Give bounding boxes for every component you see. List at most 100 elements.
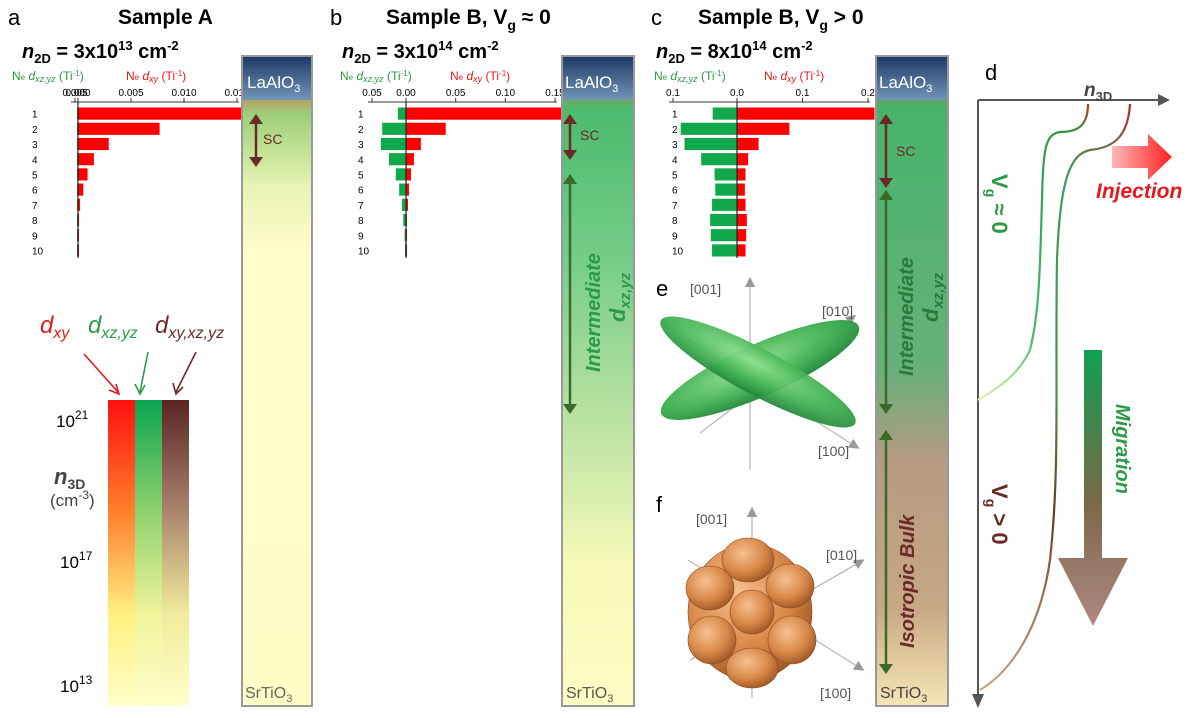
panel-letter-b: b	[330, 5, 342, 30]
tick-label-a: 0.010	[171, 88, 196, 99]
bar-dxy-b-4	[406, 153, 414, 166]
layer-label-b-5: 5	[358, 170, 364, 181]
colorbar-n3d: n3D	[54, 464, 85, 492]
tick-label-b: 0.10	[496, 88, 516, 99]
bar-dxy-b-5	[406, 168, 411, 181]
sto-label-c: SrTiO3	[880, 685, 927, 705]
legend-dall: dxy,xz,yz	[155, 312, 224, 342]
bar-dxy-b-7	[406, 198, 408, 211]
laalo-label-c: LaAlO3	[879, 73, 932, 95]
layer-label-b-2: 2	[358, 125, 364, 136]
bar-dxy-a-6	[78, 183, 84, 196]
colorbar-unit: (cm-3)	[50, 488, 95, 510]
layer-label-a-7: 7	[32, 201, 38, 212]
bar-dxy-c-1	[737, 107, 875, 120]
title-c: Sample B, Vg > 0	[698, 6, 864, 33]
layer-label-b-1: 1	[358, 110, 364, 121]
bar-dxzyz-b-6	[399, 183, 406, 196]
layer-label-b-8: 8	[358, 216, 364, 227]
bar-dxzyz-b-2	[382, 122, 406, 135]
layer-label-b-7: 7	[358, 201, 364, 212]
bar-dxy-c-9	[737, 229, 747, 242]
bar-dxzyz-c-9	[710, 229, 737, 242]
laalo-label-b: LaAlO3	[565, 73, 618, 95]
layer-label-a-10: 10	[32, 246, 44, 257]
axis-001-f: [001]	[696, 511, 727, 527]
bar-dxzyz-b-8	[403, 213, 406, 227]
vgpos-label: Vg > 0	[983, 484, 1012, 545]
ne-label-left-c: Ne dxz,yz (Ti-1)	[654, 69, 726, 84]
bar-dxzyz-c-4	[701, 153, 737, 166]
bar-dxzyz-b-1	[397, 107, 406, 120]
ne-label-right-b: Ne dxy (Ti-1)	[450, 69, 510, 84]
sc-label-b: SC	[580, 127, 599, 143]
bar-dxy-c-7	[737, 198, 746, 211]
layer-label-c-2: 2	[672, 125, 678, 136]
colorbar-dxzyz	[135, 400, 162, 706]
ne-label-right-c: Ne dxy (Ti-1)	[764, 69, 824, 84]
bar-dxzyz-c-5	[714, 168, 737, 181]
bar-dxzyz-b-9	[404, 229, 406, 242]
legend-dxy: dxy	[40, 312, 70, 342]
bar-dxy-b-6	[406, 183, 409, 196]
tick-label-a: 0.000	[65, 88, 90, 99]
orbital-f: [001] [010] [100]	[685, 506, 865, 701]
layer-label-b-6: 6	[358, 186, 364, 197]
layer-label-a-4: 4	[32, 155, 38, 166]
profile-vg0	[977, 103, 1090, 401]
bar-dxzyz-b-3	[380, 137, 406, 151]
bar-dxy-b-2	[406, 122, 446, 135]
n2d-a: n2D = 3x1013 cm-2	[22, 38, 179, 66]
panel-letter-c: c	[651, 5, 662, 30]
tick-label-a: 0.015	[224, 88, 249, 99]
panel-letter-e: e	[656, 276, 668, 301]
layer-label-a-5: 5	[32, 170, 38, 181]
bar-dxy-b-1	[406, 107, 565, 120]
layer-label-c-8: 8	[672, 216, 678, 227]
profile-vgpos	[979, 103, 1132, 691]
bar-dxy-a-7	[78, 198, 81, 211]
layer-label-a-3: 3	[32, 140, 38, 151]
tick-label-b: 0.00	[396, 88, 416, 99]
bar-dxy-a-4	[78, 153, 94, 166]
n3d-axis-label: n3D	[1084, 80, 1112, 104]
colorbar-tick-21: 1021	[56, 408, 89, 431]
migration-label: Migration	[1111, 404, 1133, 494]
sc-label-a: SC	[263, 131, 282, 147]
bar-dxy-a-2	[78, 122, 160, 135]
tick-label-c: 0.0	[730, 88, 744, 99]
injection-label: Injection	[1096, 180, 1182, 203]
panel-letter-f: f	[656, 492, 663, 517]
bar-dxy-c-10	[737, 244, 746, 257]
layer-label-c-3: 3	[672, 140, 678, 151]
bar-chart-c: 0.1 0.0 0.1 0.2 1 2 3 4 5 6 7 8 9 10	[666, 88, 875, 258]
bar-dxzyz-c-7	[712, 198, 737, 211]
bar-dxzyz-c-2	[680, 122, 737, 135]
axis-100-e: [100]	[818, 443, 849, 459]
colorbar-tick-17: 1017	[60, 549, 93, 572]
tick-label-c: 0.1	[666, 88, 680, 99]
migration-arrow	[1058, 350, 1128, 626]
bar-dxzyz-c-1	[712, 107, 737, 120]
bar-dxzyz-c-8	[710, 213, 737, 227]
axis-010-f: [010]	[826, 547, 857, 563]
colorbar-tick-13: 1013	[60, 673, 93, 696]
layer-label-a-6: 6	[32, 186, 38, 197]
bar-dxzyz-b-5	[395, 168, 406, 181]
bar-dxy-a-1	[78, 107, 246, 120]
tick-label-b: 0.05	[362, 88, 382, 99]
tick-label-b: 0.05	[446, 88, 466, 99]
tick-label-c: 0.2	[861, 88, 875, 99]
layer-label-b-3: 3	[358, 140, 364, 151]
dxzyz-label-b: dxz,yz	[605, 272, 634, 322]
layer-label-c-1: 1	[672, 110, 678, 121]
isotropic-label: Isotropic Bulk	[897, 514, 919, 648]
ne-label-right-a: Ne dxy (Ti-1)	[126, 69, 186, 84]
bar-dxzyz-b-7	[401, 198, 406, 211]
bar-dxy-c-2	[737, 122, 790, 135]
laalo-label-a: LaAlO3	[247, 73, 300, 95]
colorbar-dxy	[108, 400, 135, 706]
column-b: LaAlO3 SrTiO3 SC Intermediate dxz,yz	[561, 55, 635, 707]
vg0-label: Vg ≈ 0	[983, 174, 1012, 234]
